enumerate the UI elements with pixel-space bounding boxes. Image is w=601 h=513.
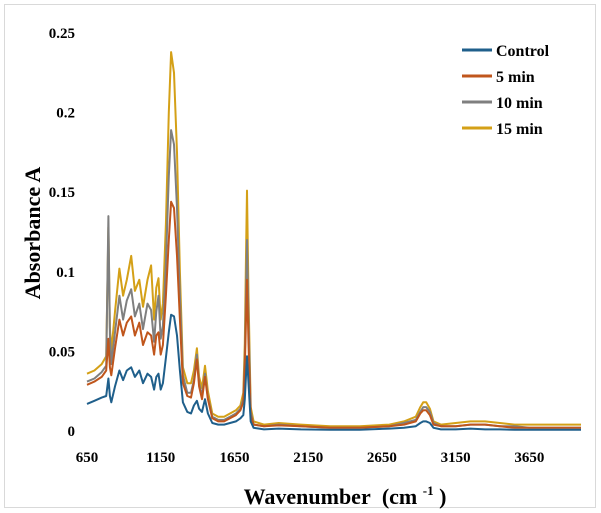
y-tick-label: 0 (68, 424, 76, 440)
x-axis-title: Wavenumber (cm -1 ) (244, 475, 447, 509)
legend-label: Control (496, 43, 550, 60)
x-axis-title-unit-sup: -1 (423, 483, 434, 498)
y-tick-label: 0.25 (49, 26, 75, 42)
y-tick-label: 0.05 (49, 344, 75, 360)
x-tick-label: 650 (76, 450, 99, 466)
x-tick-label: 2150 (293, 450, 323, 466)
x-tick-label: 3150 (441, 450, 471, 466)
x-tick-label: 1150 (146, 450, 175, 466)
x-axis-title-unit: (cm (382, 484, 417, 509)
legend: Control 5 min 10 min 15 min (462, 43, 550, 138)
y-tick-label: 0.1 (56, 265, 75, 281)
y-tick-label: 0.2 (56, 106, 75, 122)
legend-label: 15 min (496, 121, 543, 138)
x-axis-title-main: Wavenumber (244, 484, 371, 509)
series-line-10-min (86, 129, 581, 429)
series-line-control (86, 313, 581, 431)
plot-area (86, 51, 581, 431)
x-tick-label: 2650 (367, 450, 397, 466)
series-line-5-min (86, 200, 581, 429)
legend-label: 5 min (496, 69, 535, 86)
x-tick-label: 3650 (514, 450, 544, 466)
x-axis-ticks: 650 1150 1650 2150 2650 3150 3650 (76, 450, 545, 466)
x-tick-label: 1650 (219, 450, 249, 466)
y-axis-ticks: 0 0.05 0.1 0.15 0.2 0.25 (49, 26, 75, 440)
x-axis-title-unit-close: ) (439, 484, 446, 509)
y-axis-title: Absorbance A (20, 167, 45, 300)
y-tick-label: 0.15 (49, 185, 75, 201)
legend-label: 10 min (496, 95, 543, 112)
